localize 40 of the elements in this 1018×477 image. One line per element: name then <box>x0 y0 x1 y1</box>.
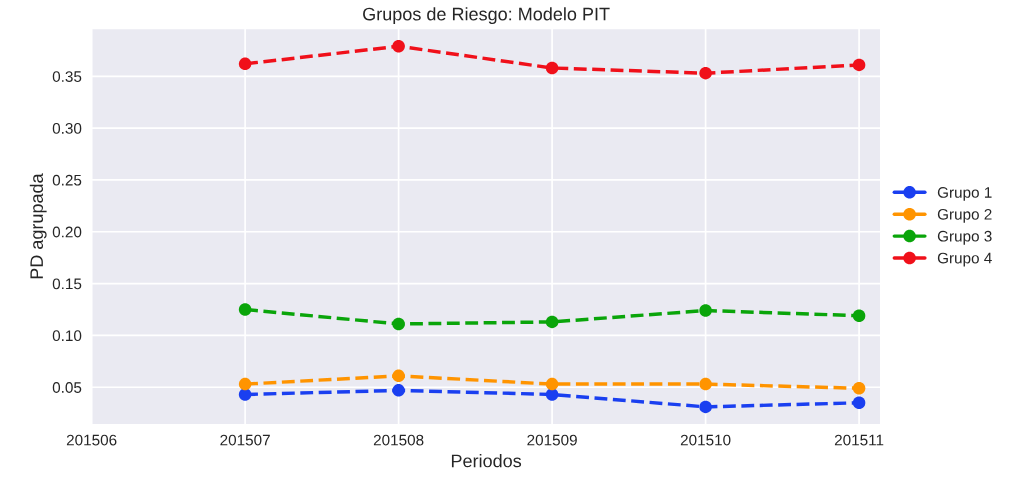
x-tick-label: 201509 <box>527 434 577 446</box>
point <box>392 317 405 331</box>
legend-label: Grupo 2 <box>937 208 992 223</box>
x-tick-label: 201507 <box>220 434 270 446</box>
x-axis-title: Periodos <box>451 454 522 468</box>
point <box>392 39 405 53</box>
y-tick-label: 0.10 <box>52 330 82 342</box>
point <box>852 382 866 395</box>
x-tick-label: 201511 <box>834 434 884 446</box>
chart-title: Grupos de Riesgo: Modelo PIT <box>363 7 610 25</box>
point <box>545 388 559 401</box>
point <box>545 315 559 329</box>
point <box>699 377 712 391</box>
y-axis-title: PD agrupada <box>29 173 47 279</box>
point <box>852 58 866 72</box>
point <box>392 384 405 397</box>
y-tick-label: 0.30 <box>52 122 82 134</box>
y-tick-label: 0.35 <box>52 71 82 82</box>
point <box>852 309 866 322</box>
point <box>238 57 252 71</box>
point <box>699 304 712 317</box>
point <box>852 396 866 410</box>
point <box>699 400 712 414</box>
y-tick-label: 0.20 <box>52 226 82 238</box>
point <box>238 303 252 316</box>
point <box>699 66 712 80</box>
point <box>238 377 252 391</box>
x-tick-label: 201510 <box>680 434 731 446</box>
point <box>238 388 252 401</box>
y-tick-label: 0.05 <box>52 382 82 393</box>
legend-label: Grupo 1 <box>937 187 992 201</box>
y-tick-label: 0.15 <box>52 278 82 290</box>
point <box>545 61 559 75</box>
legend-label: Grupo 4 <box>937 252 992 267</box>
y-tick-label: 0.25 <box>52 174 82 186</box>
x-tick-label: 201506 <box>66 434 117 446</box>
point <box>392 369 405 383</box>
point <box>545 377 559 391</box>
x-tick-label: 201508 <box>373 434 424 446</box>
legend-label: Grupo 3 <box>937 230 992 245</box>
